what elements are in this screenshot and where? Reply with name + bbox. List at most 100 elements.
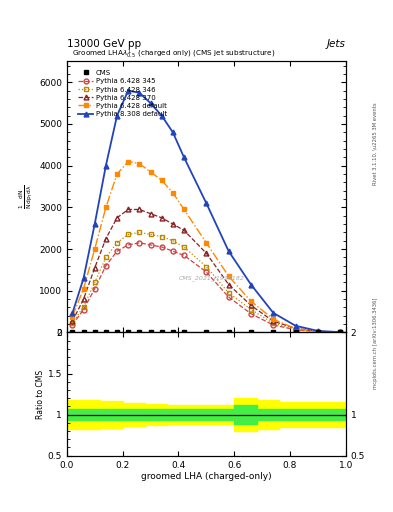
Pythia 6.428 345: [338, 329, 343, 335]
Pythia 6.428 370: [338, 329, 343, 335]
CMS: [204, 329, 209, 335]
Pythia 6.428 345: [70, 322, 75, 328]
CMS: [271, 329, 275, 335]
Pythia 8.308 default: [271, 310, 275, 316]
Pythia 6.428 default: [148, 169, 153, 175]
Text: Jets: Jets: [327, 38, 346, 49]
Pythia 6.428 default: [293, 326, 298, 332]
CMS: [226, 329, 231, 335]
Pythia 6.428 345: [293, 327, 298, 333]
Pythia 8.308 default: [204, 200, 209, 206]
Pythia 6.428 default: [115, 171, 119, 177]
CMS: [115, 329, 119, 335]
Pythia 8.308 default: [148, 100, 153, 106]
Pythia 6.428 default: [226, 273, 231, 279]
Pythia 6.428 370: [293, 325, 298, 331]
Pythia 8.308 default: [137, 90, 142, 96]
X-axis label: groomed LHA (charged-only): groomed LHA (charged-only): [141, 472, 272, 481]
CMS: [293, 329, 298, 335]
Pythia 8.308 default: [338, 329, 343, 335]
Pythia 6.428 346: [70, 320, 75, 326]
Line: Pythia 6.428 346: Pythia 6.428 346: [70, 230, 343, 335]
Pythia 8.308 default: [115, 113, 119, 119]
Pythia 6.428 370: [81, 296, 86, 302]
Pythia 8.308 default: [159, 113, 164, 119]
CMS: [148, 329, 153, 335]
Pythia 6.428 370: [159, 215, 164, 221]
Pythia 6.428 346: [293, 326, 298, 332]
Y-axis label: $\mathregular{\frac{1}{N}\frac{dN}{dp_{T} d\lambda}}$: $\mathregular{\frac{1}{N}\frac{dN}{dp_{T…: [18, 184, 35, 209]
CMS: [92, 329, 97, 335]
Pythia 6.428 345: [115, 248, 119, 254]
Pythia 8.308 default: [226, 248, 231, 254]
Pythia 6.428 345: [271, 322, 275, 328]
Pythia 6.428 default: [70, 313, 75, 319]
Pythia 6.428 370: [92, 265, 97, 271]
Pythia 6.428 345: [92, 286, 97, 292]
Pythia 6.428 346: [92, 280, 97, 286]
Pythia 6.428 default: [271, 316, 275, 322]
Pythia 6.428 345: [159, 244, 164, 250]
Pythia 6.428 345: [137, 240, 142, 246]
CMS: [249, 329, 253, 335]
Pythia 6.428 345: [182, 252, 186, 259]
Pythia 6.428 346: [271, 320, 275, 326]
Pythia 6.428 default: [171, 190, 175, 196]
Pythia 6.428 346: [148, 231, 153, 238]
Pythia 6.428 default: [159, 177, 164, 183]
Pythia 6.428 346: [103, 254, 108, 261]
Pythia 6.428 default: [182, 206, 186, 212]
Pythia 6.428 default: [204, 240, 209, 246]
Pythia 6.428 346: [159, 233, 164, 240]
Pythia 6.428 346: [81, 304, 86, 310]
Line: Pythia 8.308 default: Pythia 8.308 default: [70, 88, 343, 334]
Pythia 6.428 370: [115, 215, 119, 221]
Y-axis label: Ratio to CMS: Ratio to CMS: [36, 370, 45, 419]
Pythia 6.428 346: [249, 307, 253, 313]
Text: 13000 GeV pp: 13000 GeV pp: [67, 38, 141, 49]
CMS: [159, 329, 164, 335]
Pythia 8.308 default: [81, 275, 86, 282]
Pythia 8.308 default: [171, 129, 175, 135]
Pythia 6.428 346: [171, 238, 175, 244]
CMS: [126, 329, 130, 335]
Pythia 6.428 370: [204, 250, 209, 257]
CMS: [338, 329, 343, 335]
Pythia 6.428 346: [137, 229, 142, 236]
CMS: [171, 329, 175, 335]
Pythia 6.428 345: [204, 269, 209, 275]
CMS: [316, 329, 320, 335]
CMS: [182, 329, 186, 335]
Pythia 8.308 default: [316, 328, 320, 334]
Pythia 6.428 default: [249, 298, 253, 304]
Text: Groomed LHA$\lambda^{1}_{0.5}$ (charged only) (CMS jet substructure): Groomed LHA$\lambda^{1}_{0.5}$ (charged …: [72, 48, 276, 61]
Pythia 8.308 default: [182, 154, 186, 160]
Pythia 6.428 370: [148, 210, 153, 217]
Pythia 8.308 default: [92, 221, 97, 227]
Pythia 6.428 346: [226, 290, 231, 296]
Pythia 6.428 default: [81, 286, 86, 292]
Pythia 6.428 370: [103, 236, 108, 242]
Pythia 6.428 default: [338, 329, 343, 335]
Pythia 6.428 370: [137, 206, 142, 212]
Line: CMS: CMS: [70, 330, 343, 335]
Pythia 8.308 default: [126, 88, 130, 94]
Pythia 6.428 default: [316, 329, 320, 335]
Pythia 6.428 345: [148, 242, 153, 248]
Pythia 6.428 370: [226, 282, 231, 288]
Pythia 6.428 default: [126, 158, 130, 164]
Pythia 6.428 346: [316, 329, 320, 335]
Text: CMS_2021_I1920182: CMS_2021_I1920182: [179, 275, 245, 281]
Pythia 6.428 370: [182, 227, 186, 233]
Pythia 6.428 346: [126, 231, 130, 238]
Pythia 6.428 default: [137, 161, 142, 167]
Pythia 6.428 345: [126, 242, 130, 248]
Pythia 6.428 346: [115, 240, 119, 246]
Pythia 6.428 345: [103, 263, 108, 269]
Pythia 6.428 370: [271, 318, 275, 324]
Line: Pythia 6.428 default: Pythia 6.428 default: [70, 159, 343, 335]
Pythia 6.428 346: [182, 244, 186, 250]
Pythia 6.428 345: [171, 248, 175, 254]
Pythia 6.428 346: [338, 329, 343, 335]
Pythia 6.428 default: [103, 204, 108, 210]
